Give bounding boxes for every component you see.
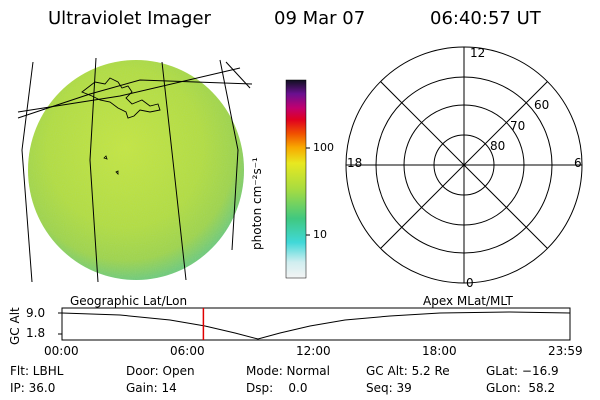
x-tick-0000: 00:00: [44, 344, 79, 358]
time-label: 06:40:57 UT: [430, 8, 541, 29]
x-tick-0600: 06:00: [170, 344, 205, 358]
instrument-title: Ultraviolet Imager: [48, 8, 211, 29]
timeline-panel: [61, 307, 571, 341]
lat-label-60: 60: [534, 98, 550, 112]
colorbar-label-100: 100: [313, 141, 334, 154]
mlt-label-12: 12: [470, 46, 486, 60]
door-label: Door: Open: [126, 364, 195, 378]
seq-label: Seq: 39: [366, 381, 412, 395]
y-tick-label-1.8: 1.8: [26, 326, 46, 340]
gc-alt-label: GC Alt: 5.2 Re: [366, 364, 450, 378]
colorbar: [285, 79, 307, 279]
island-outline: [103, 155, 119, 175]
apex-label: Apex MLat/MLT: [423, 294, 513, 308]
gain-label: Gain: 14: [126, 381, 177, 395]
mode-label: Mode: Normal: [246, 364, 330, 378]
dsp-label: Dsp: 0.0: [246, 381, 308, 395]
coastline-outline: [81, 77, 161, 119]
colorbar-label-10: 10: [313, 228, 327, 241]
geographic-label: Geographic Lat/Lon: [70, 294, 188, 308]
filter-label: Flt: LBHL: [10, 364, 64, 378]
mlt-label-6: 6: [574, 156, 582, 170]
y-tick-label-9: 9.0: [26, 306, 46, 320]
x-tick-2359: 23:59: [548, 344, 583, 358]
colorbar-unit-label: photon cm⁻²s⁻¹: [250, 157, 264, 250]
x-tick-1200: 12:00: [296, 344, 331, 358]
polar-plot: [345, 46, 583, 284]
x-tick-1800: 18:00: [422, 344, 457, 358]
lat-label-80: 80: [490, 139, 506, 153]
gc-alt-axis-label: GC Alt: [8, 307, 22, 345]
ip-label: IP: 36.0: [10, 381, 56, 395]
glon-label: GLon: 58.2: [486, 381, 556, 395]
altitude-curve: [61, 311, 571, 340]
mlt-label-18: 18: [347, 156, 363, 170]
earth-disk: [28, 60, 244, 280]
mlt-label-0: 0: [466, 276, 474, 290]
lat-label-70: 70: [510, 119, 526, 133]
glat-label: GLat: −16.9: [486, 364, 559, 378]
date-label: 09 Mar 07: [274, 8, 366, 29]
geographic-grid: [17, 57, 253, 283]
